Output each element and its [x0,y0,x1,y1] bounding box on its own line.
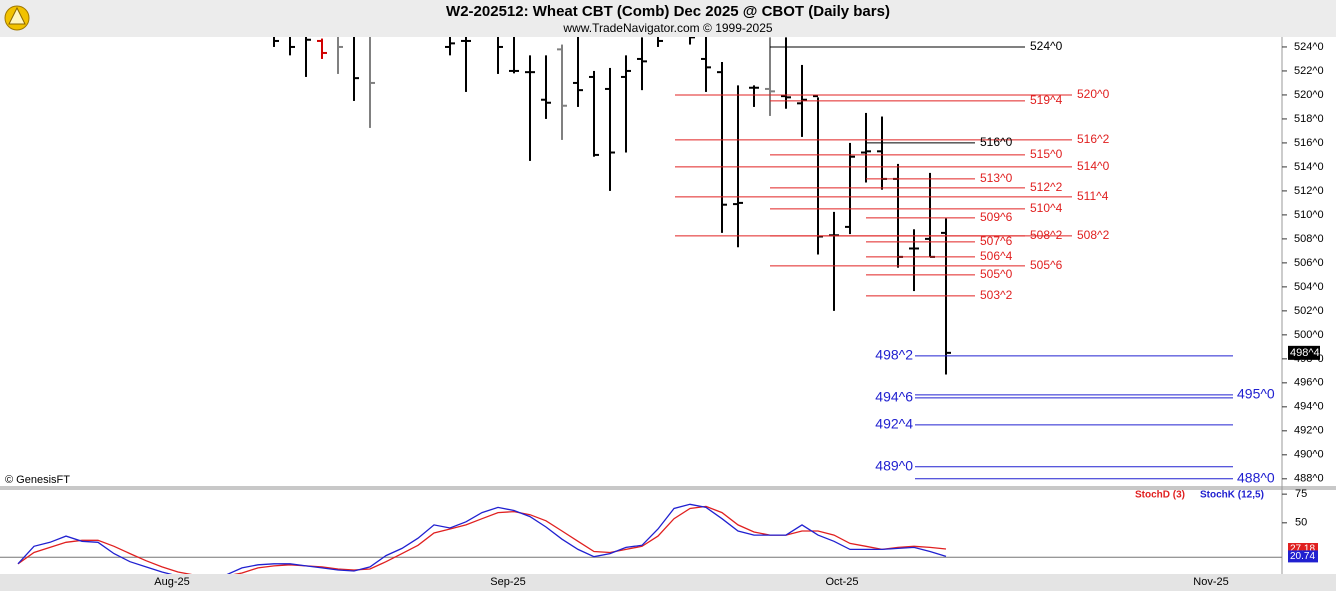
header-bg [0,0,1336,37]
y-tick-label: 496^0 [1294,377,1324,389]
x-tick-label: Aug-25 [154,576,189,588]
level-label: 506^4 [980,249,1013,263]
last-value-box [1288,550,1318,563]
level-label: 524^0 [1030,39,1063,53]
y-tick-label: 520^0 [1294,89,1324,101]
level-label: 492^4 [875,416,913,432]
chart-title: W2-202512: Wheat CBT (Comb) Dec 2025 @ C… [446,3,890,20]
y-tick-label: 516^0 [1294,137,1324,149]
y-tick-label: 522^0 [1294,65,1324,77]
legend-entry: StochK (12,5) [1200,490,1264,501]
y-tick-label: 512^0 [1294,185,1324,197]
level-label: 510^4 [1030,201,1063,215]
y-tick-label: 492^0 [1294,425,1324,437]
level-label: 515^0 [1030,147,1063,161]
last-value-label: 27.18 [1290,544,1315,555]
y-tick-label: 75 [1295,488,1307,500]
time-axis-bg [0,574,1336,591]
y-tick-label: 514^0 [1294,161,1324,173]
level-label: 514^0 [1077,159,1110,173]
y-tick-label: 494^0 [1294,401,1324,413]
level-label: 512^2 [1030,180,1063,194]
level-label: 488^0 [1237,470,1275,486]
y-tick-label: 490^0 [1294,449,1324,461]
level-label: 505^0 [980,267,1013,281]
last-price-label: 498^4 [1290,347,1320,359]
last-value-label: 20.74 [1290,551,1315,562]
y-tick-label: 50 [1295,517,1307,529]
logo [4,5,30,31]
legend-entry: StochD (3) [1135,490,1185,501]
y-tick-label: 524^0 [1294,41,1324,53]
x-tick-label: Nov-25 [1193,576,1228,588]
chart-subtitle: www.TradeNavigator.com © 1999-2025 [562,21,772,35]
level-label: 513^0 [980,171,1013,185]
level-label: 489^0 [875,458,913,474]
level-label: 519^4 [1030,93,1063,107]
y-tick-label: 500^0 [1294,329,1324,341]
level-label: 509^6 [980,210,1013,224]
y-tick-label: 510^0 [1294,209,1324,221]
level-label: 503^2 [980,288,1013,302]
y-tick-label: 506^0 [1294,257,1324,269]
stoch-line [17,503,947,574]
level-label: 508^2 [1077,228,1110,242]
level-label: 516^0 [980,135,1013,149]
level-label: 494^6 [875,389,913,405]
level-label: 495^0 [1237,386,1275,402]
y-tick-label: 518^0 [1294,113,1324,125]
level-label: 498^2 [875,347,913,363]
y-tick-label: 502^0 [1294,305,1324,317]
stoch-panel [0,503,1282,574]
level-label: 516^2 [1077,132,1110,146]
source: © GenesisFT [5,474,70,486]
last-price-box [1288,345,1320,360]
x-tick-label: Oct-25 [825,576,858,588]
level-label: 511^4 [1077,189,1109,203]
y-tick-label: 508^0 [1294,233,1324,245]
y-tick-label: 504^0 [1294,281,1324,293]
level-label: 508^2 [1030,228,1063,242]
level-label: 505^6 [1030,258,1063,272]
level-label: 520^0 [1077,87,1110,101]
level-label: 507^6 [980,234,1013,248]
panel-divider [0,486,1336,490]
x-tick-label: Sep-25 [490,576,525,588]
y-tick-label: 488^0 [1294,473,1324,485]
stoch-line [17,505,947,574]
